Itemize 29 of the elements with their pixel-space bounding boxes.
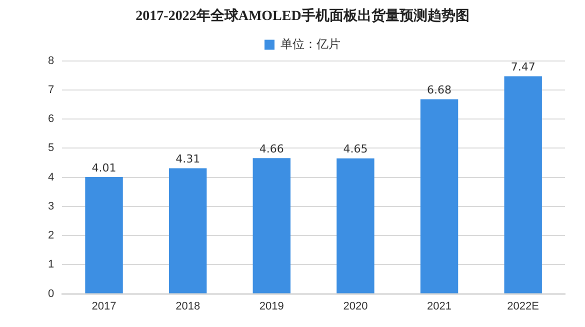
- y-tick-label: 0: [48, 288, 54, 300]
- bar: [336, 158, 374, 294]
- data-label: 4.65: [343, 142, 368, 156]
- data-label: 4.31: [176, 152, 200, 166]
- y-tick-label: 6: [48, 113, 54, 126]
- bar: [504, 76, 542, 294]
- x-tick-label: 2017: [92, 300, 116, 312]
- y-tick-label: 2: [48, 230, 54, 242]
- y-tick-label: 5: [48, 142, 54, 154]
- y-tick-label: 7: [48, 84, 54, 96]
- bar: [252, 158, 291, 294]
- y-tick-label: 1: [48, 258, 54, 271]
- bar: [168, 168, 207, 294]
- bar: [420, 99, 458, 294]
- data-label: 7.47: [510, 60, 536, 74]
- x-tick-label: 2021: [427, 300, 452, 312]
- legend-label: 单位：亿片: [280, 36, 340, 51]
- bar: [85, 177, 123, 294]
- x-tick-label: 2020: [343, 300, 368, 312]
- x-tick-label: 2022E: [507, 300, 539, 312]
- data-label: 6.68: [427, 84, 452, 97]
- y-tick-label: 4: [48, 171, 54, 184]
- x-tick-label: 2019: [259, 300, 284, 312]
- x-tick-label: 2018: [176, 300, 200, 312]
- data-label: 4.66: [259, 142, 284, 156]
- data-label: 4.01: [92, 161, 116, 174]
- chart-title: 2017-2022年全球AMOLED手机面板出货量预测趋势图: [136, 7, 470, 24]
- y-tick-label: 3: [48, 200, 54, 212]
- y-tick-label: 8: [48, 54, 54, 67]
